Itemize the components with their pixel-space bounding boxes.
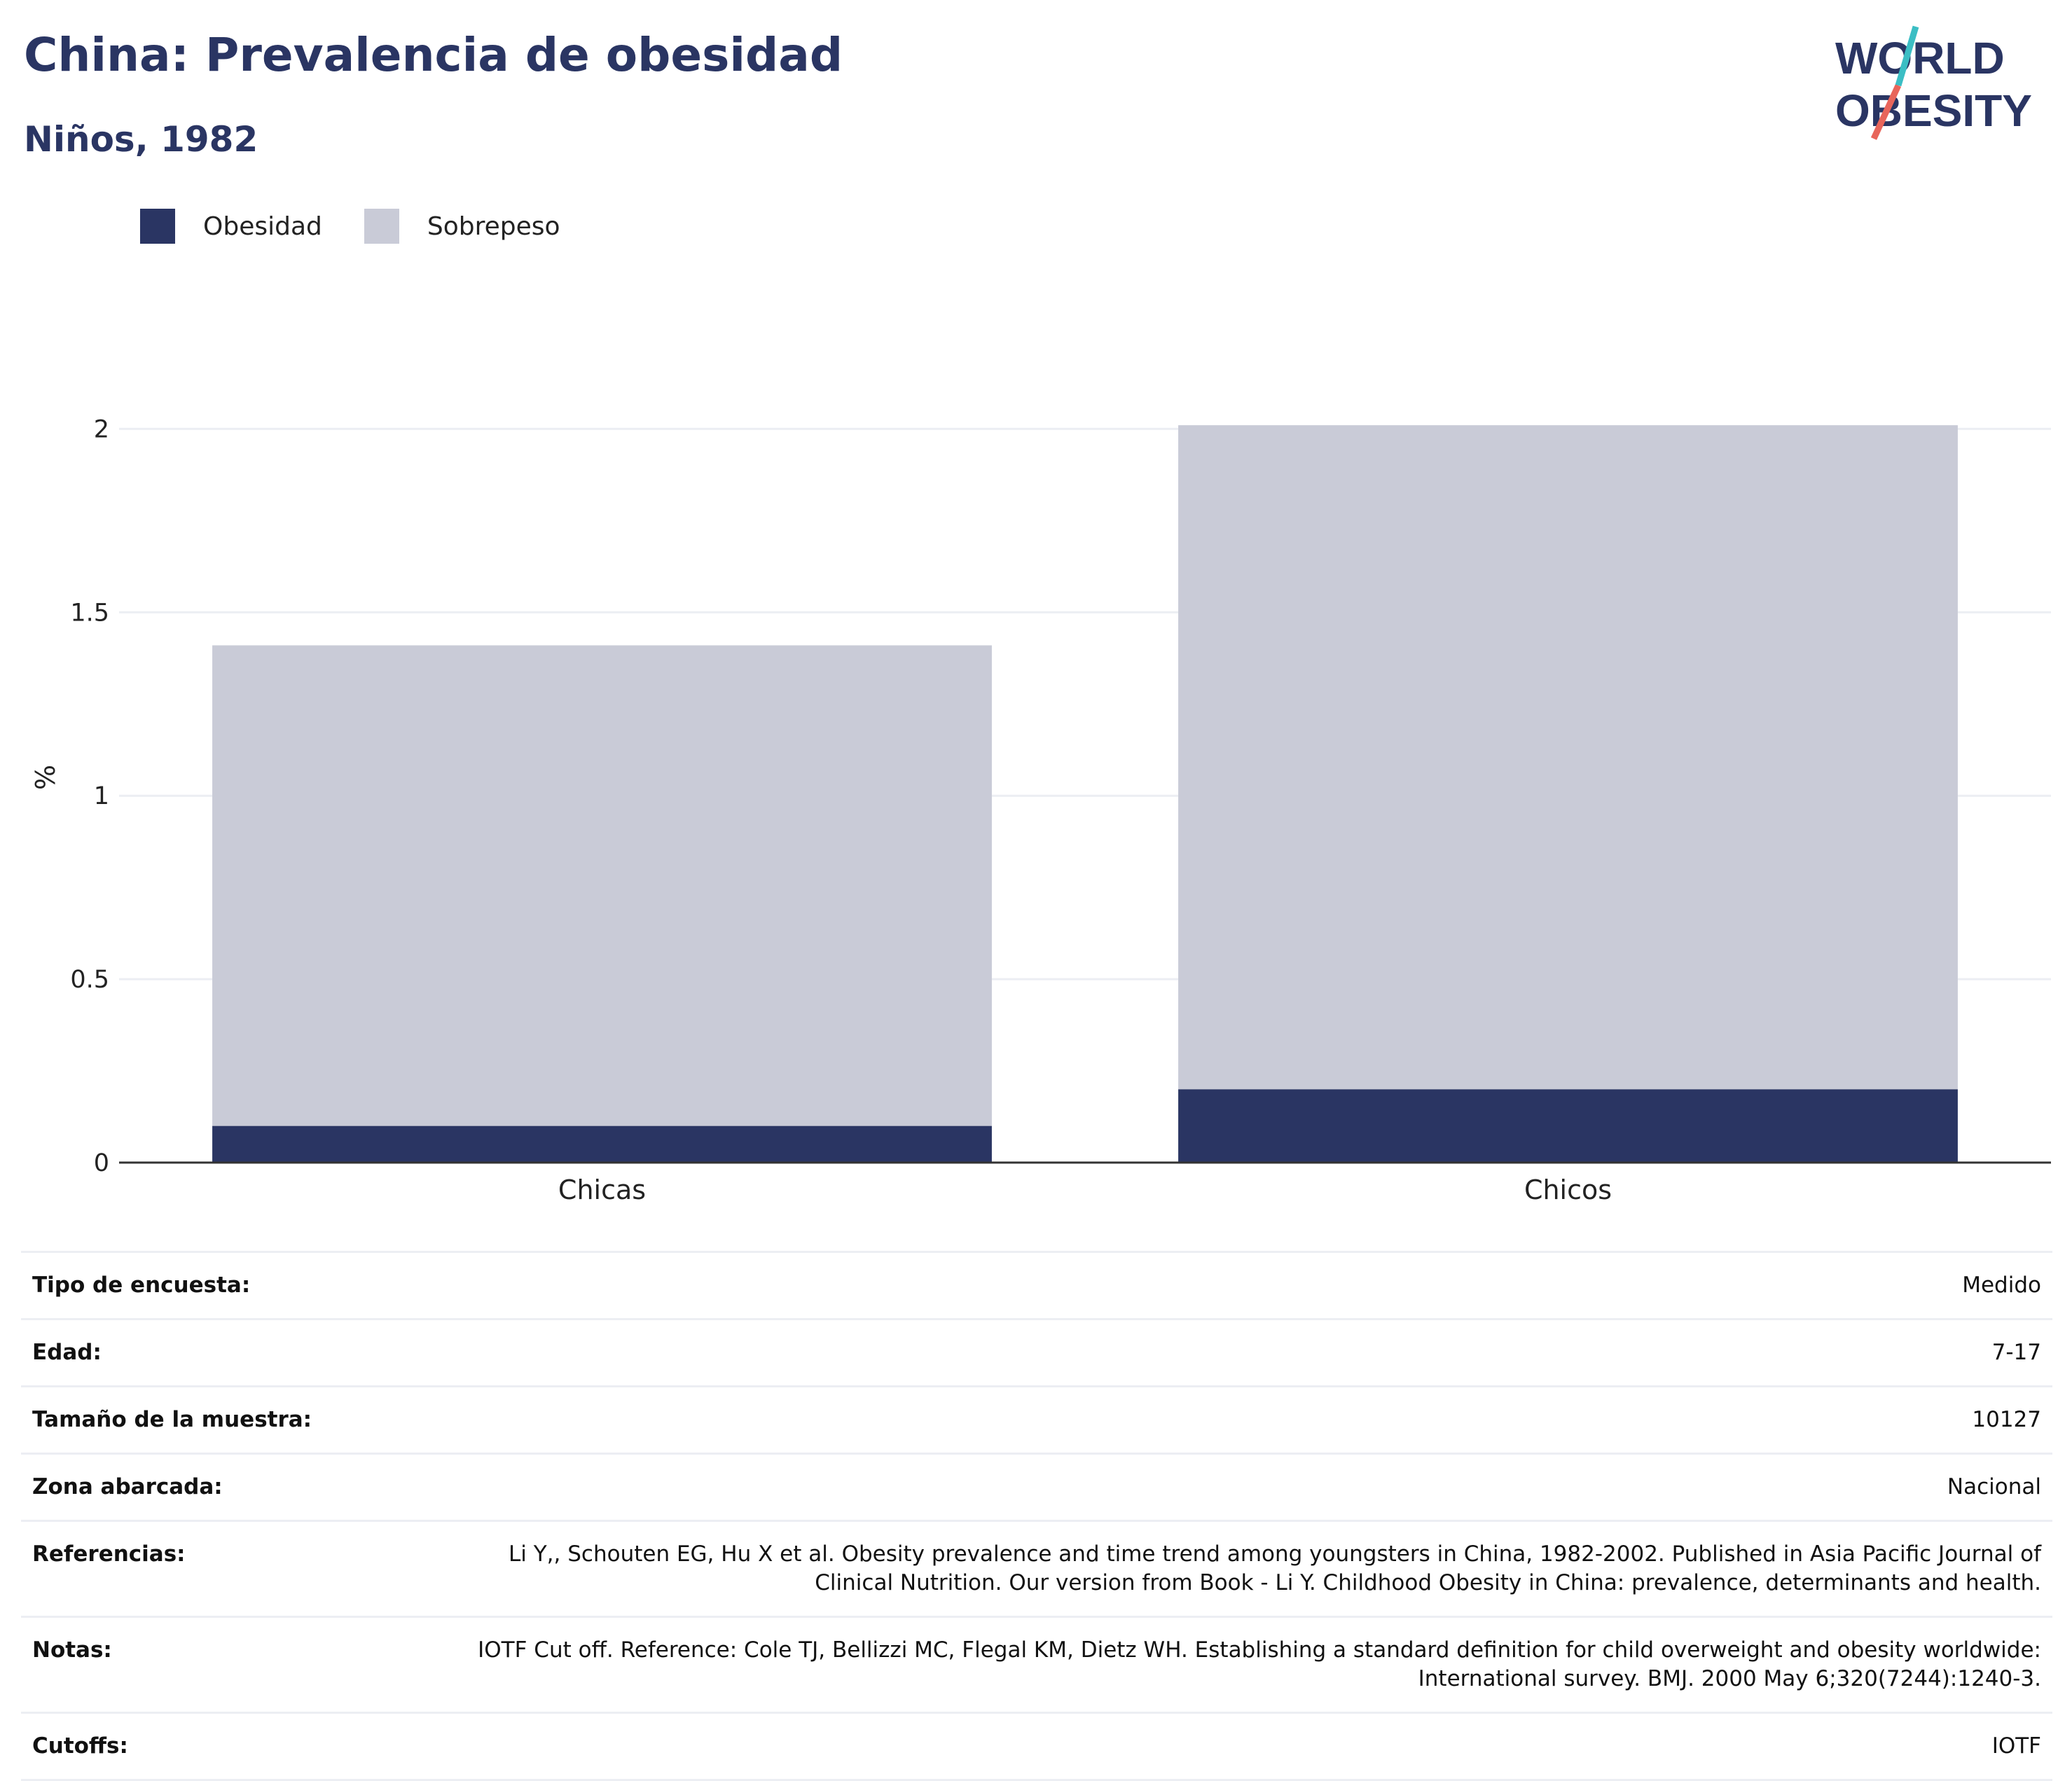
info-value: Medido [1962, 1273, 2041, 1298]
legend-swatch-obesidad [140, 209, 175, 244]
legend-swatch-sobrepeso [364, 209, 399, 244]
info-value: Nacional [1947, 1474, 2041, 1499]
info-value: Li Y,, Schouten EG, Hu X et al. Obesity … [509, 1541, 2041, 1595]
bar-obesidad-chicos [1178, 1089, 1958, 1163]
info-row: Tamaño de la muestra: 10127 [21, 1387, 2052, 1455]
info-label: Referencias: [32, 1541, 186, 1567]
info-label: Tamaño de la muestra: [32, 1407, 312, 1432]
y-tick-label: 1.5 [70, 599, 109, 627]
info-value: 7-17 [1991, 1340, 2041, 1365]
info-value: 10127 [1972, 1407, 2041, 1432]
info-label: Edad: [32, 1340, 102, 1365]
info-label: Zona abarcada: [32, 1474, 223, 1499]
info-row: Notas: IOTF Cut off. Reference: Cole TJ, … [21, 1618, 2052, 1714]
svg-text:OBESITY: OBESITY [1835, 85, 2032, 136]
legend-item-sobrepeso: Sobrepeso [364, 209, 560, 244]
legend-item-obesidad: Obesidad [140, 209, 322, 244]
x-tick-label: Chicas [558, 1174, 646, 1205]
page-subtitle: Niños, 1982 [24, 119, 258, 160]
page-title: China: Prevalencia de obesidad [24, 28, 843, 82]
legend-label-obesidad: Obesidad [203, 212, 322, 241]
x-tick-label: Chicos [1524, 1174, 1612, 1205]
info-label: Tipo de encuesta: [32, 1273, 251, 1298]
y-tick-label: 2 [94, 415, 109, 443]
info-value: IOTF Cut off. Reference: Cole TJ, Belliz… [478, 1637, 2041, 1691]
bar-sobrepeso-chicas [212, 645, 992, 1126]
info-row: Cutoffs: IOTF [21, 1714, 2052, 1781]
info-row: Zona abarcada: Nacional [21, 1455, 2052, 1522]
info-label: Cutoffs: [32, 1733, 128, 1759]
info-row: Tipo de encuesta: Medido [21, 1253, 2052, 1320]
bar-obesidad-chicas [212, 1125, 992, 1163]
chart-legend: Obesidad Sobrepeso [140, 209, 602, 244]
y-tick-label: 0.5 [70, 966, 109, 994]
world-obesity-logo: WORLD OBESITY [1835, 25, 2032, 140]
info-label: Notas: [32, 1637, 112, 1663]
y-tick-label: 1 [94, 782, 109, 810]
info-row: Edad: 7-17 [21, 1320, 2052, 1387]
info-value: IOTF [1991, 1733, 2041, 1759]
y-axis-label: % [30, 765, 61, 790]
bar-chart: 0 0.5 1 1.5 2% Chicas Chicos [30, 415, 2051, 1205]
y-tick-label: 0 [94, 1149, 109, 1177]
legend-label-sobrepeso: Sobrepeso [427, 212, 560, 241]
info-table: Tipo de encuesta: Medido Edad: 7-17 Tamaño d… [21, 1251, 2052, 1781]
bar-sobrepeso-chicos [1178, 425, 1958, 1090]
svg-text:WORLD: WORLD [1835, 33, 2005, 83]
info-row: Referencias: Li Y,, Schouten EG, Hu X et … [21, 1522, 2052, 1618]
